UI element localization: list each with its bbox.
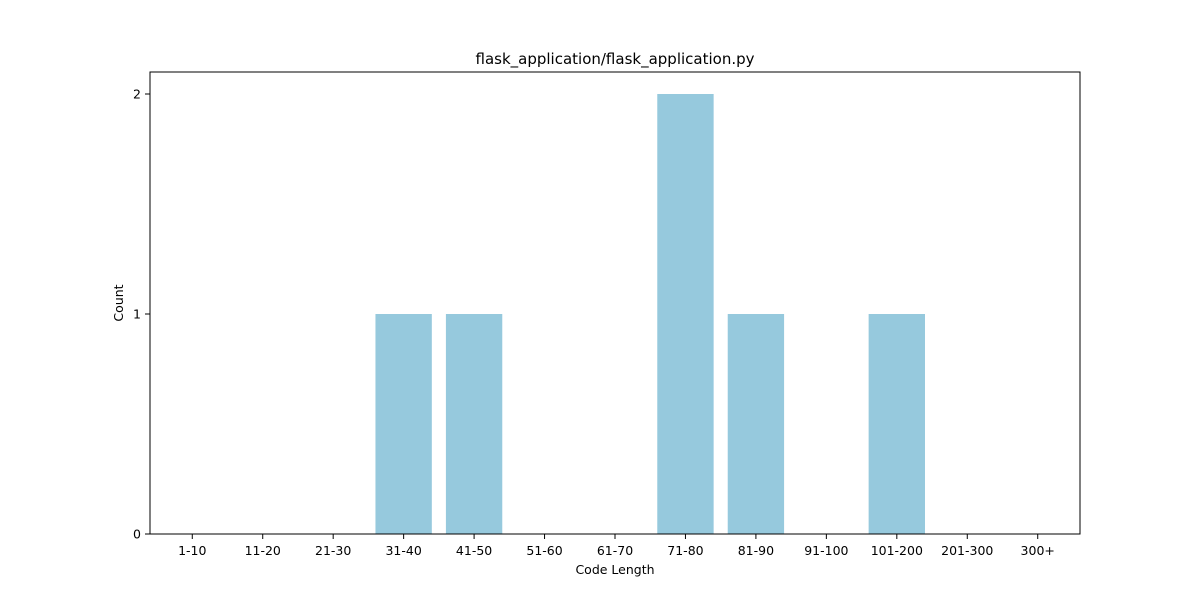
x-tick-label: 71-80 (667, 543, 703, 558)
x-tick-label: 41-50 (456, 543, 492, 558)
x-tick-label: 61-70 (597, 543, 633, 558)
bar-81-90 (727, 314, 785, 534)
x-tick-label: 1-10 (178, 543, 206, 558)
x-axis: 1-10 11-20 21-30 31-40 41-50 51-60 61-70 71-80 8… (178, 534, 1055, 558)
x-axis-label: Code Length (575, 562, 654, 577)
x-tick-label: 21-30 (315, 543, 351, 558)
x-tick-label: 81-90 (738, 543, 774, 558)
bar-101-200 (868, 314, 925, 534)
y-tick-label: 2 (133, 87, 141, 102)
x-tick-label: 201-300 (941, 543, 993, 558)
plot-frame (149, 71, 1081, 535)
x-tick-label: 11-20 (245, 543, 281, 558)
chart-title: flask_application/flask_application.py (476, 50, 755, 69)
x-tick-label: 31-40 (385, 543, 421, 558)
x-tick-label: 101-200 (871, 543, 923, 558)
bar-31-40 (375, 314, 432, 534)
x-tick-label: 51-60 (526, 543, 562, 558)
bar-71-80 (657, 94, 714, 534)
y-tick-label: 1 (133, 307, 141, 322)
y-tick-label: 0 (133, 527, 141, 542)
y-axis-label: Count (111, 284, 126, 321)
bar-41-50 (445, 314, 503, 534)
bars-group (375, 94, 925, 534)
x-tick-label: 300+ (1021, 543, 1055, 558)
y-axis: 0 1 2 (133, 87, 150, 542)
x-tick-label: 91-100 (804, 543, 848, 558)
